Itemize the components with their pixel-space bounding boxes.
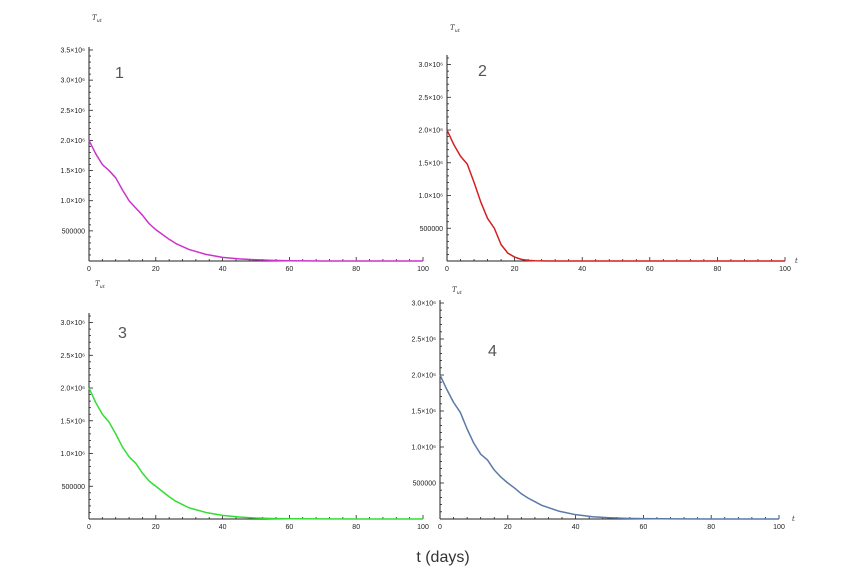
- y-tick-label: 1.0×10⁶: [412, 445, 437, 452]
- x-tick-label: 100: [417, 266, 429, 273]
- chart-panel-2: 0 20 40 60 80 100 500000 1.0×10⁶ 1.5×10⁶ 2.0×10⁶ 2…: [419, 24, 799, 273]
- y-tick-label: 1.0×10⁶: [419, 193, 444, 200]
- series-line: [88, 140, 423, 262]
- x-tick-label: 40: [572, 524, 580, 531]
- series-line: [88, 387, 423, 520]
- x-tick-label: 100: [773, 524, 785, 531]
- y-tick-label: 500000: [62, 484, 85, 491]
- y-tick-label: 3.0×10⁶: [412, 301, 437, 308]
- y-tick-label: 1.0×10⁶: [61, 198, 86, 205]
- panel-number-label: 3: [118, 325, 127, 342]
- chart-panel-1: 0 20 40 60 80 100 500000 1.0×10⁶ 1.5×10⁶ 2.0×10⁶ 2…: [61, 14, 429, 273]
- y-tick-label: 3.5×10⁶: [61, 48, 86, 55]
- y-tick-label: 3.0×10⁶: [419, 62, 444, 69]
- y-axis-title: Tut: [450, 24, 461, 34]
- x-tick-label: 20: [511, 266, 519, 273]
- x-tick-label: 80: [352, 266, 360, 273]
- y-tick-label: 2.5×10⁶: [61, 108, 86, 115]
- y-tick-label: 500000: [420, 226, 443, 233]
- x-tick-label: 0: [87, 524, 91, 531]
- y-tick-label: 3.0×10⁶: [61, 320, 86, 327]
- panel-number-label: 1: [115, 65, 124, 82]
- y-axis-title: Tut: [95, 280, 106, 290]
- y-tick-label: 1.5×10⁶: [412, 409, 437, 416]
- x-tick-label: 20: [504, 524, 512, 531]
- series-line: [446, 129, 785, 262]
- y-axis-title: Tut: [452, 286, 463, 296]
- x-tick-label: 0: [438, 524, 442, 531]
- y-tick-label: 500000: [62, 228, 85, 235]
- y-tick-label: 500000: [413, 481, 436, 488]
- x-tick-label: 100: [779, 266, 791, 273]
- y-tick-label: 2.0×10⁶: [61, 138, 86, 145]
- x-tick-label: 100: [417, 524, 429, 531]
- x-tick-label: 40: [219, 524, 227, 531]
- y-tick-label: 2.5×10⁶: [412, 337, 437, 344]
- chart-panel-4: 0 20 40 60 80 100 500000 1.0×10⁶ 1.5×10⁶ 2.0×10⁶ 2…: [412, 286, 796, 531]
- x-axis-title: t: [792, 515, 795, 523]
- x-tick-label: 80: [714, 266, 722, 273]
- y-tick-label: 3.0×10⁶: [61, 78, 86, 85]
- chart-panels: 0 20 40 60 80 1005000001.0×10⁶1.5×10⁶2.0×10⁶2…: [61, 14, 799, 531]
- y-tick-label: 2.0×10⁶: [419, 128, 444, 135]
- x-tick-label: 60: [646, 266, 654, 273]
- y-tick-label: 1.5×10⁶: [419, 160, 444, 167]
- x-tick-label: 0: [87, 266, 91, 273]
- x-tick-label: 0: [445, 266, 449, 273]
- x-tick-label: 80: [352, 524, 360, 531]
- y-tick-label: 2.0×10⁶: [412, 373, 437, 380]
- x-tick-label: 60: [286, 266, 294, 273]
- y-tick-label: 2.0×10⁶: [61, 386, 86, 393]
- x-tick-label: 80: [707, 524, 715, 531]
- y-tick-label: 2.5×10⁶: [61, 353, 86, 360]
- x-axis-title: t: [795, 257, 798, 265]
- panel-number-label: 4: [488, 343, 497, 360]
- global-x-axis-label: t (days): [416, 549, 469, 566]
- x-tick-label: 60: [286, 524, 294, 531]
- panel-number-label: 2: [478, 63, 487, 80]
- y-tick-label: 1.5×10⁶: [61, 418, 86, 425]
- y-tick-label: 2.5×10⁶: [419, 95, 444, 102]
- y-tick-label: 1.0×10⁶: [61, 451, 86, 458]
- y-axis-title: Tut: [92, 14, 103, 24]
- chart-panel-3: 0 20 40 60 80 100 500000 1.0×10⁶ 1.5×10⁶ 2.0×10⁶ 2…: [61, 280, 429, 531]
- x-tick-label: 40: [578, 266, 586, 273]
- x-tick-label: 60: [640, 524, 648, 531]
- series-line: [439, 374, 779, 520]
- x-tick-label: 40: [219, 266, 227, 273]
- y-tick-label: 1.5×10⁶: [61, 168, 86, 175]
- x-tick-label: 20: [152, 524, 160, 531]
- x-tick-label: 20: [152, 266, 160, 273]
